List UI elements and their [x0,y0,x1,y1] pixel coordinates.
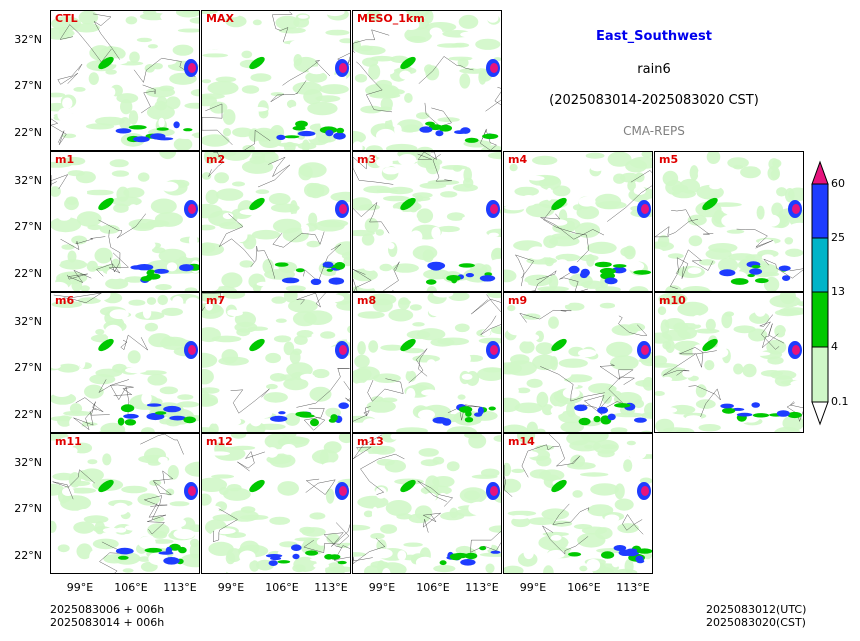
lon-tick-label: 99°E [217,581,245,594]
map-panel-m13: m13 [352,433,502,574]
panel-label: m1 [55,153,75,166]
init-time-cst: 2025083014 + 006h [50,616,165,629]
lat-tick-label: 27°N [14,502,42,515]
panel-label: m12 [206,435,233,448]
precip-map [353,11,501,150]
lat-tick-label: 27°N [14,361,42,374]
panel-label: m10 [659,294,686,307]
panel-label: m3 [357,153,377,166]
precip-map [202,434,350,573]
model-title: CMA-REPS [623,124,685,138]
map-panel-m9: m9 [503,292,653,433]
lon-tick-label: 106°E [416,581,450,594]
panel-label: m11 [55,435,82,448]
lat-tick-label: 27°N [14,79,42,92]
panel-label: m4 [508,153,528,166]
map-panel-meso-1km: MESO_1km [352,10,502,151]
panel-label: CTL [55,12,78,25]
lon-tick-label: 99°E [519,581,547,594]
colorbar-segment-4-13 [811,291,829,348]
lat-tick-label: 32°N [14,456,42,469]
map-panel-ctl: CTL [50,10,200,151]
precip-map [51,293,199,432]
map-panel-m4: m4 [503,151,653,292]
colorbar-tick-4: 4 [831,340,838,353]
precip-map [655,152,803,291]
precip-map [353,152,501,291]
valid-time-block: 2025083012(UTC) 2025083020(CST) [706,603,806,629]
panel-label: m7 [206,294,226,307]
lon-tick-label: 106°E [265,581,299,594]
precip-map [51,11,199,150]
lat-tick-label: 22°N [14,126,42,139]
map-panel-m2: m2 [201,151,351,292]
precip-map [202,293,350,432]
panel-label: MAX [206,12,234,25]
lon-tick-label: 99°E [66,581,94,594]
lon-tick-label: 99°E [368,581,396,594]
map-panel-m3: m3 [352,151,502,292]
lat-tick-label: 22°N [14,408,42,421]
panel-label: m6 [55,294,75,307]
map-panel-max: MAX [201,10,351,151]
lon-tick-label: 113°E [314,581,348,594]
lat-tick-label: 32°N [14,174,42,187]
colorbar-tick-13: 13 [831,285,845,298]
valid-time-cst: 2025083020(CST) [706,616,806,629]
panel-label: m5 [659,153,679,166]
map-panel-m7: m7 [201,292,351,433]
region-title: East_Southwest [596,29,712,44]
colorbar-max-arrow [811,160,829,185]
map-panel-m12: m12 [201,433,351,574]
panel-label: m9 [508,294,528,307]
map-panel-m6: m6 [50,292,200,433]
map-panel-m5: m5 [654,151,804,292]
colorbar-segment-13-25 [811,237,829,293]
lat-tick-label: 27°N [14,220,42,233]
colorbar-min-arrow [811,401,829,426]
precip-map [504,152,652,291]
map-panel-m11: m11 [50,433,200,574]
init-time-block: 2025083006 + 006h 2025083014 + 006h [50,603,164,629]
precip-map [655,293,803,432]
precip-map [504,434,652,573]
lon-tick-label: 106°E [567,581,601,594]
precip-map [353,293,501,432]
period-title: (2025083014-2025083020 CST) [549,93,759,108]
lat-tick-label: 32°N [14,33,42,46]
lon-tick-label: 106°E [114,581,148,594]
lat-tick-label: 22°N [14,267,42,280]
colorbar-tick-60: 60 [831,177,845,190]
colorbar-segment-25-60 [811,183,829,239]
panel-label: m13 [357,435,384,448]
variable-title: rain6 [637,62,671,77]
lon-tick-label: 113°E [163,581,197,594]
map-panel-m1: m1 [50,151,200,292]
panel-label: m14 [508,435,535,448]
precip-map [504,293,652,432]
lat-tick-label: 32°N [14,315,42,328]
panel-label: m8 [357,294,377,307]
map-panel-m14: m14 [503,433,653,574]
precip-map [51,152,199,291]
colorbar-tick-0.1: 0.1 [831,395,849,408]
precip-map [51,434,199,573]
map-panel-m8: m8 [352,292,502,433]
colorbar [811,160,829,426]
colorbar-segment-0.1-4 [811,346,829,403]
lon-tick-label: 113°E [616,581,650,594]
panel-label: m2 [206,153,226,166]
map-panel-m10: m10 [654,292,804,433]
lon-tick-label: 113°E [465,581,499,594]
precip-map [202,11,350,150]
colorbar-tick-25: 25 [831,231,845,244]
init-time-utc: 2025083006 + 006h [50,603,165,616]
precip-map [202,152,350,291]
valid-time-utc: 2025083012(UTC) [706,603,807,616]
precip-map [353,434,501,573]
panel-label: MESO_1km [357,12,425,25]
lat-tick-label: 22°N [14,549,42,562]
